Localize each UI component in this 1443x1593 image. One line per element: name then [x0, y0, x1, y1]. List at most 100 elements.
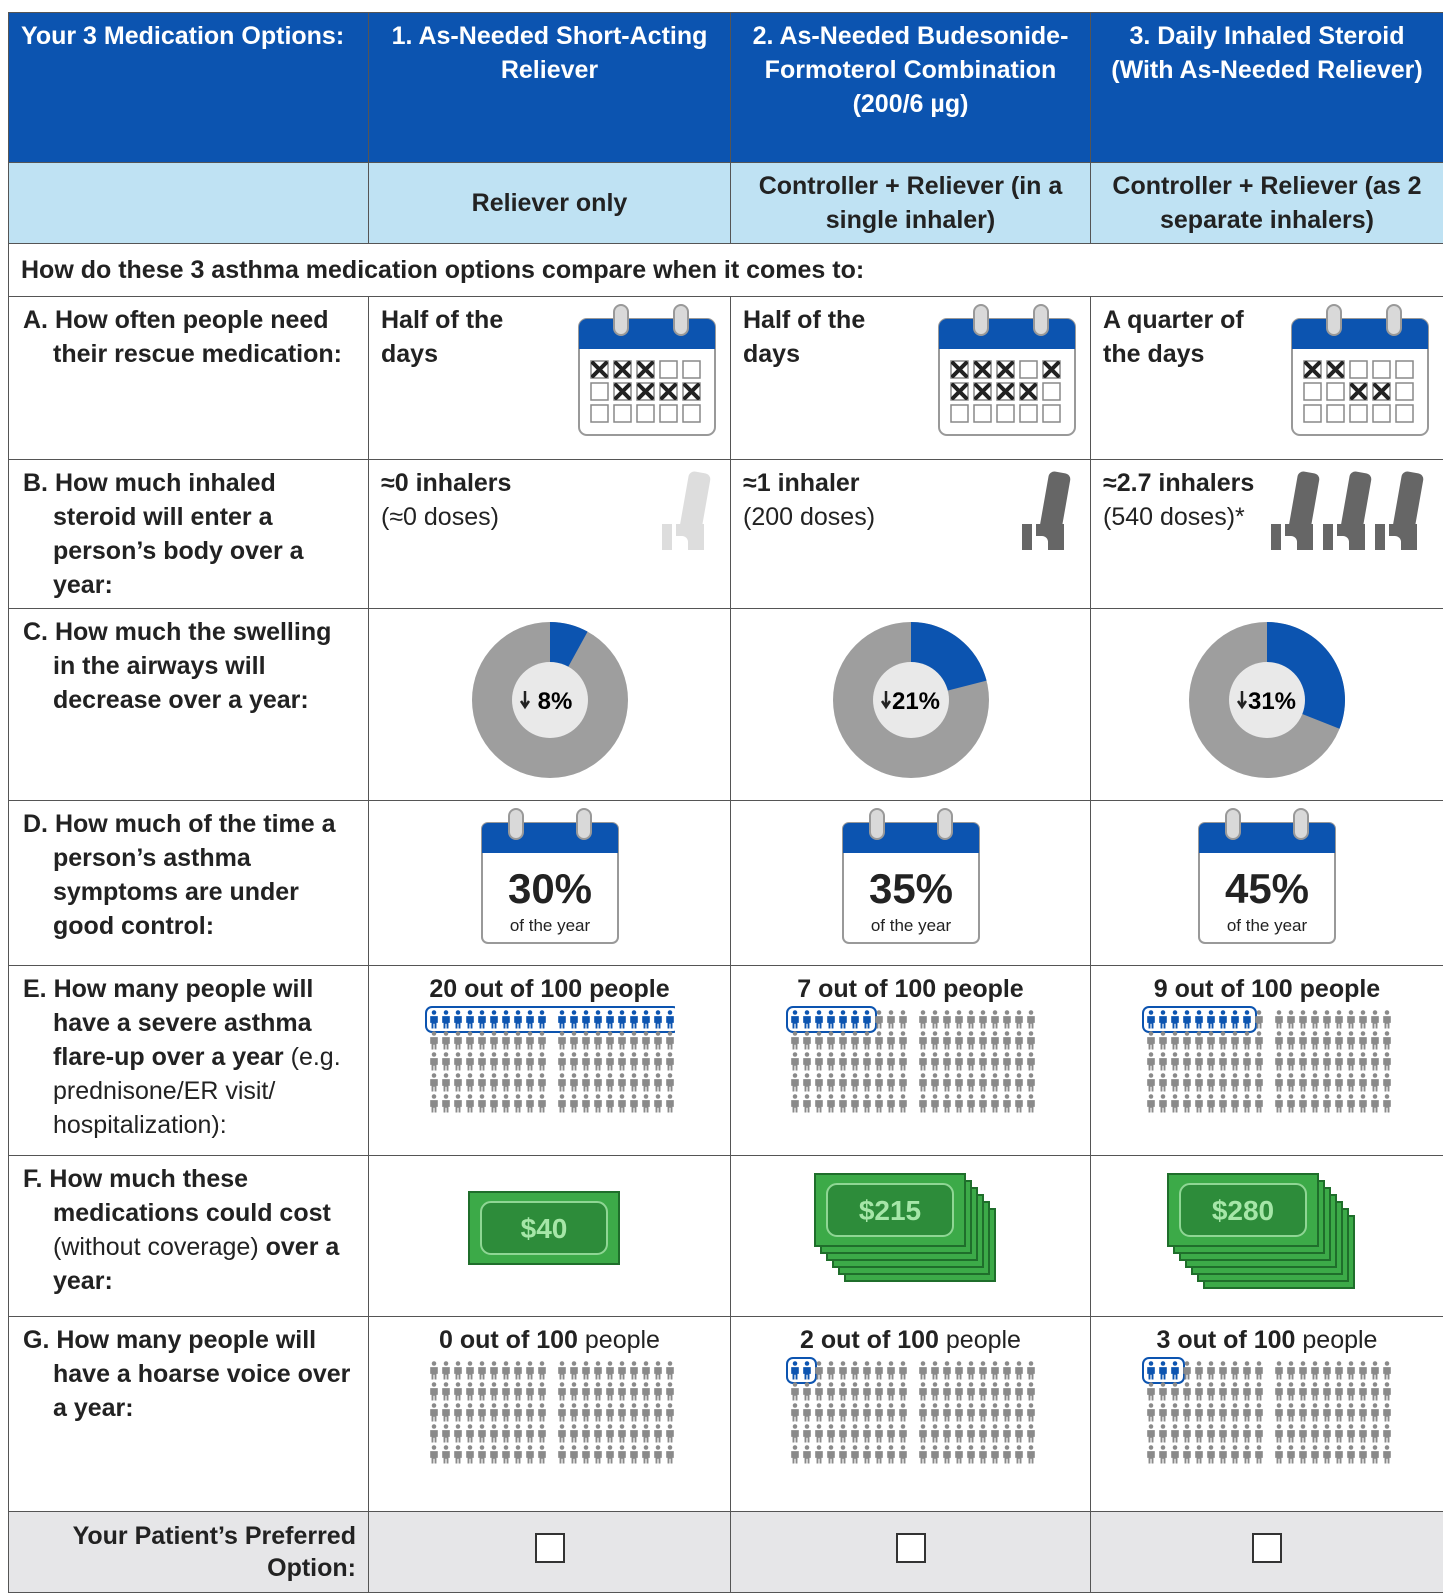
comparison-table: Your 3 Medication Options:1. As-Needed S… — [8, 12, 1443, 1593]
option-cell: 3 out of 100 people — [1091, 1317, 1443, 1512]
option-cell: 31% — [1091, 609, 1443, 801]
comparison-row: E. How many people will have a severe as… — [9, 966, 1443, 1156]
option-kind: Reliever only — [369, 163, 731, 244]
option-cell: 21% — [731, 609, 1091, 801]
donut-chart: 8% — [465, 615, 635, 785]
row-label: B. How much inhaled steroid will enter a… — [9, 460, 369, 609]
price: $280 — [1212, 1195, 1274, 1226]
doses: (540 doses)* — [1103, 503, 1245, 531]
option-cell: 7 out of 100 people — [731, 966, 1091, 1156]
option-cell: ≈1 inhaler(200 doses) — [731, 460, 1091, 609]
headline: 20 out of 100 people — [429, 975, 669, 1003]
unit: of the year — [1227, 916, 1308, 935]
comparison-row: G. How many people will have a hoarse vo… — [9, 1317, 1443, 1512]
option-cell: ≈2.7 inhalers(540 doses)* — [1091, 460, 1443, 609]
checkbox-cell — [1091, 1512, 1443, 1593]
people-icons — [786, 1006, 1036, 1118]
row-label: A. How often people need their rescue me… — [9, 297, 369, 460]
calendar-icon: 30%of the year — [479, 807, 621, 947]
checkbox-cell — [731, 1512, 1091, 1593]
checkbox[interactable] — [896, 1533, 926, 1563]
people-icons — [425, 1357, 675, 1469]
headline: 9 out of 100 people — [1154, 975, 1380, 1003]
comparison-row: D. How much of the time a person’s asthm… — [9, 801, 1443, 966]
comparison-row: B. How much inhaled steroid will enter a… — [9, 460, 1443, 609]
unit: people — [585, 1326, 660, 1354]
calendar-icon — [1289, 303, 1431, 439]
money-icon: $280 — [1166, 1172, 1368, 1301]
cell-text: A quarter of the days — [1103, 303, 1253, 371]
inhaler-icons — [1269, 466, 1431, 556]
option-cell: 35% of the year — [731, 801, 1091, 966]
percent: 35% — [868, 865, 952, 912]
option-cell: Half of the days — [369, 297, 731, 460]
row-label: F. How much these medications could cost… — [9, 1156, 369, 1317]
option-kind: Controller + Reliever (as 2 separate inh… — [1091, 163, 1443, 244]
checkbox[interactable] — [1252, 1533, 1282, 1563]
option-cell: 0 out of 100 people — [369, 1317, 731, 1512]
comparison-row: F. How much these medications could cost… — [9, 1156, 1443, 1317]
price: $215 — [858, 1195, 920, 1226]
unit: people — [1302, 1326, 1377, 1354]
highlighted-people — [791, 1361, 811, 1379]
intro: How do these 3 asthma medication options… — [9, 244, 1443, 297]
unit: of the year — [870, 916, 951, 935]
option-cell: Half of the days — [731, 297, 1091, 460]
money-icon: $215 — [813, 1172, 1009, 1294]
highlighted-people — [430, 1010, 674, 1028]
label-note: (without coverage) — [53, 1233, 259, 1261]
option-kind: Controller + Reliever (in a single inhal… — [731, 163, 1091, 244]
option-cell: A quarter of the days — [1091, 297, 1443, 460]
checkbox-cell — [369, 1512, 731, 1593]
empty-cell — [9, 163, 369, 244]
option-cell: 20 out of 100 people — [369, 966, 731, 1156]
calendar-icon: 35% of the year — [840, 807, 982, 947]
decrease-label: 21% — [891, 688, 939, 715]
amount: ≈0 inhalers — [381, 469, 511, 497]
headline: 3 out of 100 — [1157, 1326, 1296, 1354]
row-label: G. How many people will have a hoarse vo… — [9, 1317, 369, 1512]
cell-text: Half of the days — [381, 303, 531, 371]
row-label: C. How much the swelling in the airways … — [9, 609, 369, 801]
page: Your 3 Medication Options:1. As-Needed S… — [0, 0, 1443, 1531]
calendar-icon: 45% of the year — [1196, 807, 1338, 947]
highlighted-people — [1147, 1010, 1251, 1028]
option-cell: $215 — [731, 1156, 1091, 1317]
header-row: Your 3 Medication Options:1. As-Needed S… — [9, 13, 1443, 163]
price: $40 — [520, 1213, 567, 1244]
money-icon: $40 — [467, 1190, 633, 1277]
percent: 30% — [507, 865, 591, 912]
amount: ≈1 inhaler — [743, 469, 860, 497]
option-cell: 45% of the year — [1091, 801, 1443, 966]
option-cell: $280 — [1091, 1156, 1443, 1317]
people-icons — [1142, 1006, 1392, 1118]
option-cell: 30%of the year — [369, 801, 731, 966]
headline: 7 out of 100 people — [797, 975, 1023, 1003]
donut-chart: 21% — [826, 615, 996, 785]
highlighted-people — [1147, 1361, 1179, 1379]
doses: (≈0 doses) — [381, 503, 499, 531]
people-icons — [425, 1006, 675, 1118]
checkbox[interactable] — [535, 1533, 565, 1563]
footer-row: Your Patient’s Preferred Option: — [9, 1512, 1443, 1593]
comparison-row: C. How much the swelling in the airways … — [9, 609, 1443, 801]
option-cell: ≈0 inhalers (≈0 doses) — [369, 460, 731, 609]
option-cell: 8% — [369, 609, 731, 801]
cell-text: Half of the days — [743, 303, 893, 371]
option-cell: 9 out of 100 people — [1091, 966, 1443, 1156]
donut-chart: 31% — [1182, 615, 1352, 785]
decrease-label: 8% — [537, 688, 572, 715]
people-icons — [786, 1357, 1036, 1469]
intro-row: How do these 3 asthma medication options… — [9, 244, 1443, 297]
row-label: D. How much of the time a person’s asthm… — [9, 801, 369, 966]
calendar-icon — [576, 303, 718, 439]
percent: 45% — [1225, 865, 1309, 912]
footer-label: Your Patient’s Preferred Option: — [9, 1512, 369, 1593]
headline: 0 out of 100 — [439, 1326, 578, 1354]
headline: 2 out of 100 — [800, 1326, 939, 1354]
unit: people — [946, 1326, 1021, 1354]
option-cell: 2 out of 100 people — [731, 1317, 1091, 1512]
option-name: 3. Daily Inhaled Steroid (With As-Needed… — [1091, 13, 1443, 163]
comparison-row: A. How often people need their rescue me… — [9, 297, 1443, 460]
